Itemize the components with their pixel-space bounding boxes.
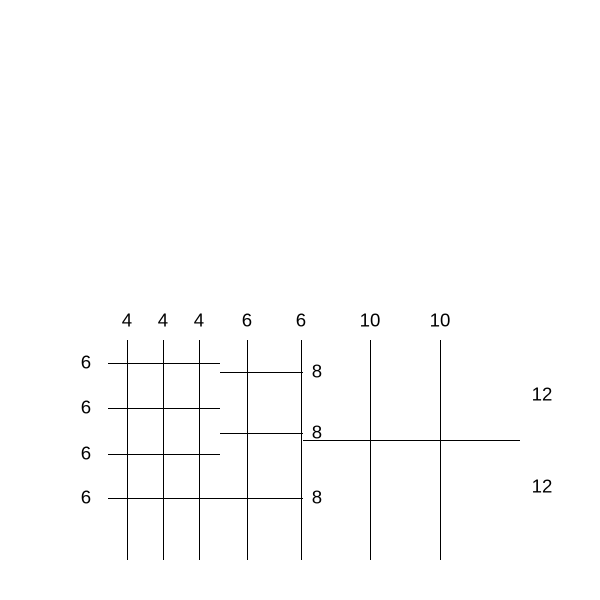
row-left-label: 6: [81, 489, 91, 508]
vertical-line: [247, 340, 248, 560]
column-label: 10: [360, 312, 381, 331]
vertical-line: [301, 340, 302, 560]
vertical-line: [370, 340, 371, 560]
vertical-line: [199, 340, 200, 560]
horizontal-line: [108, 363, 220, 364]
column-label: 4: [122, 312, 132, 331]
vertical-line: [127, 340, 128, 560]
row-mid-label: 8: [312, 489, 322, 508]
column-label: 4: [158, 312, 168, 331]
column-label: 6: [242, 312, 252, 331]
row-right-label: 12: [532, 386, 553, 405]
row-left-label: 6: [81, 445, 91, 464]
horizontal-line: [108, 408, 220, 409]
horizontal-line: [303, 440, 520, 441]
vertical-line: [163, 340, 164, 560]
row-mid-label: 8: [312, 363, 322, 382]
horizontal-line: [220, 372, 303, 373]
row-left-label: 6: [81, 399, 91, 418]
horizontal-line: [108, 454, 220, 455]
column-label: 6: [296, 312, 306, 331]
column-label: 10: [430, 312, 451, 331]
row-left-label: 6: [81, 354, 91, 373]
horizontal-line: [108, 498, 220, 499]
diagram-stage: 44466101066668881212: [0, 0, 600, 600]
horizontal-line: [220, 433, 303, 434]
column-label: 4: [194, 312, 204, 331]
horizontal-line: [220, 498, 303, 499]
row-right-label: 12: [532, 478, 553, 497]
vertical-line: [440, 340, 441, 560]
